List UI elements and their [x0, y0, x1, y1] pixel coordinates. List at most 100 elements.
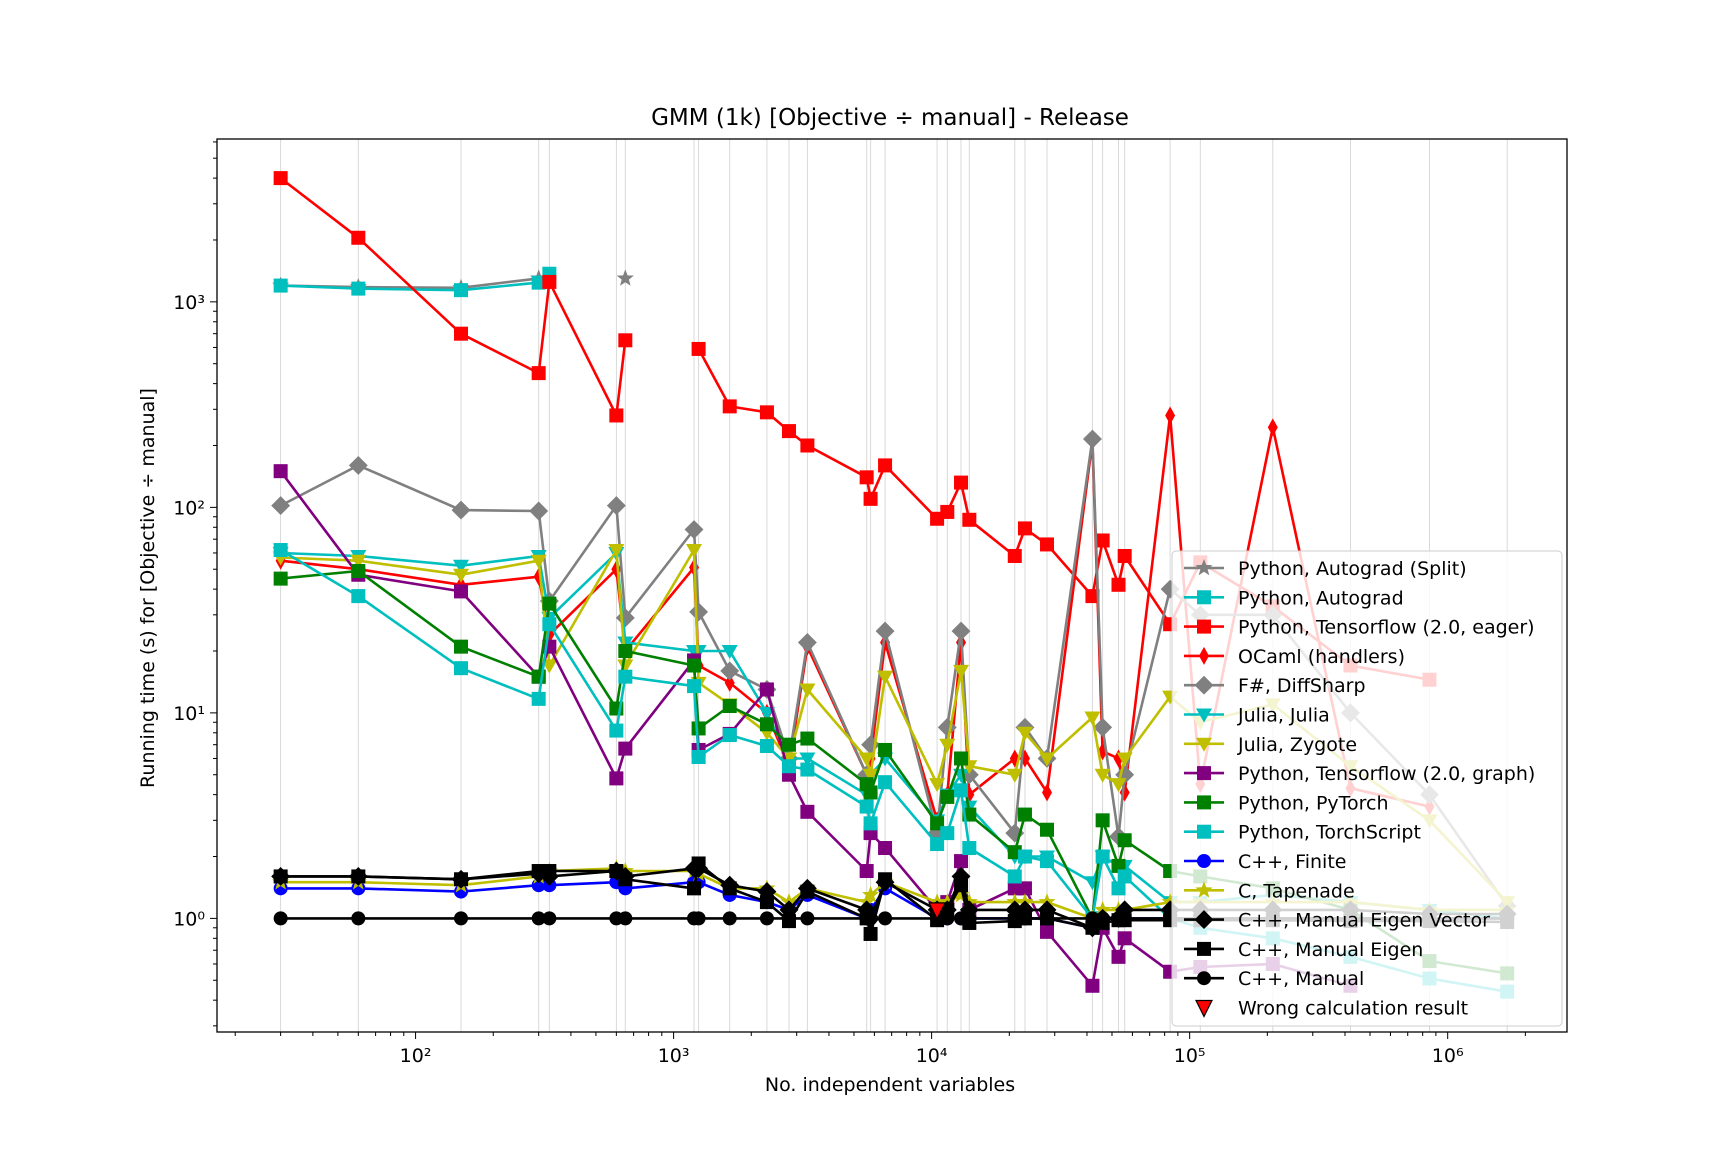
legend-frame	[1171, 550, 1563, 1027]
legend-label: Julia, Zygote	[1237, 734, 1357, 756]
data-point	[1007, 869, 1022, 884]
data-point	[618, 669, 633, 684]
series-9	[273, 543, 1515, 999]
y-axis-label: Running time (s) for [Objective ÷ manual…	[137, 388, 159, 788]
data-point	[937, 717, 957, 737]
data-point	[858, 752, 875, 767]
data-point	[609, 771, 624, 786]
data-point	[1165, 406, 1176, 425]
data-point	[1085, 589, 1100, 604]
data-point	[531, 691, 546, 706]
data-point	[862, 768, 879, 783]
data-point	[1095, 911, 1110, 926]
data-point	[863, 926, 878, 941]
legend-label: Python, Tensorflow (2.0, eager)	[1238, 617, 1535, 639]
data-point	[351, 589, 366, 604]
data-point	[1016, 726, 1033, 741]
data-point	[863, 911, 878, 926]
x-tick-label: 10²	[400, 1045, 432, 1067]
legend-entry: C++, Manual Eigen Vector	[1184, 910, 1490, 932]
y-tick-label: 10²	[173, 497, 205, 519]
legend-label: C, Tapenade	[1238, 880, 1355, 902]
data-point	[1017, 521, 1032, 536]
legend-label: Python, Autograd	[1238, 587, 1404, 609]
data-point	[940, 789, 955, 804]
data-point	[878, 841, 893, 856]
data-point	[952, 886, 970, 903]
data-point	[1040, 822, 1055, 837]
data-point	[531, 366, 546, 381]
legend-entry: C++, Finite	[1184, 851, 1346, 873]
data-point	[724, 673, 735, 692]
data-point	[953, 664, 970, 679]
legend-marker	[1199, 646, 1209, 665]
data-point	[759, 911, 774, 926]
legend-entry: F#, DiffSharp	[1184, 675, 1366, 697]
data-point	[759, 405, 774, 420]
data-point	[721, 645, 738, 660]
legend-marker	[1196, 737, 1212, 752]
data-point	[531, 864, 546, 879]
data-point	[1085, 978, 1100, 993]
data-point	[954, 751, 969, 766]
data-point	[687, 881, 702, 896]
data-point	[1095, 813, 1110, 828]
data-point	[454, 661, 469, 676]
data-point	[351, 281, 366, 296]
data-point	[454, 872, 469, 887]
data-point	[940, 911, 955, 926]
data-point	[454, 639, 469, 654]
legend: Python, Autograd (Split) Python, Autograd…	[1171, 550, 1563, 1027]
legend-marker	[1197, 854, 1211, 868]
legend-label: C++, Manual	[1238, 968, 1364, 990]
data-point	[453, 559, 470, 574]
legend-label: Python, Tensorflow (2.0, graph)	[1238, 763, 1535, 785]
data-point	[618, 872, 633, 887]
data-point	[1111, 577, 1126, 592]
data-point	[691, 749, 706, 764]
data-point	[1017, 911, 1032, 926]
data-point	[1111, 881, 1126, 896]
data-point	[759, 895, 774, 910]
x-axis: 10² 10³ 10⁴ 10⁵ 10⁶	[234, 1032, 1526, 1067]
data-point	[609, 723, 624, 738]
legend-entry: Julia, Julia	[1184, 705, 1330, 727]
data-point	[1115, 765, 1135, 785]
data-point	[684, 520, 704, 539]
data-point	[1006, 768, 1023, 783]
legend-label: OCaml (handlers)	[1238, 646, 1405, 668]
data-point	[859, 864, 874, 879]
data-point	[351, 911, 366, 926]
y-tick-label: 10³	[173, 292, 205, 314]
legend-label: F#, DiffSharp	[1238, 675, 1366, 697]
data-point	[687, 679, 702, 694]
data-point	[758, 706, 775, 721]
data-point	[797, 633, 817, 652]
legend-entry: C, Tapenade	[1184, 880, 1355, 902]
data-point	[1095, 533, 1110, 548]
data-point	[939, 738, 956, 753]
data-point	[875, 621, 895, 641]
legend-marker	[1197, 941, 1211, 956]
data-point	[454, 283, 469, 298]
data-point	[954, 854, 969, 869]
legend-marker	[1194, 910, 1214, 930]
data-point	[1117, 833, 1132, 848]
data-point	[1093, 717, 1113, 737]
data-point	[1110, 778, 1127, 793]
x-axis-label: No. independent variables	[765, 1074, 1015, 1096]
data-point	[1084, 711, 1101, 726]
data-point	[542, 617, 557, 632]
data-point	[962, 512, 977, 527]
data-point	[954, 475, 969, 490]
data-point	[691, 856, 706, 871]
data-point	[720, 661, 740, 681]
x-tick-label: 10³	[658, 1045, 690, 1067]
data-point	[878, 775, 893, 790]
legend-entry: C++, Manual	[1184, 968, 1364, 990]
data-point	[273, 464, 288, 479]
data-point	[691, 341, 706, 356]
data-point	[617, 636, 634, 651]
data-point	[800, 804, 815, 819]
data-point	[271, 496, 291, 516]
